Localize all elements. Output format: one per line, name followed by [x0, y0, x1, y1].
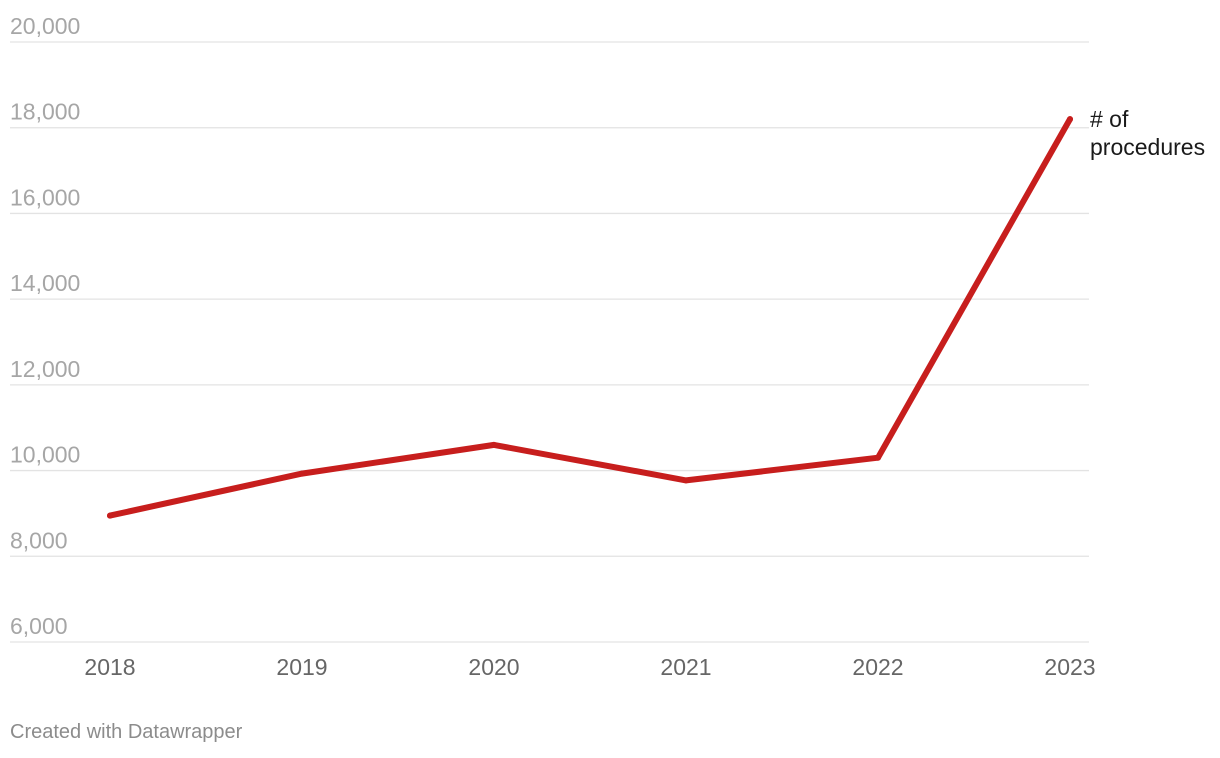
series-label: # of: [1090, 106, 1129, 132]
x-tick-label: 2021: [660, 654, 711, 680]
footer-credit[interactable]: Created with Datawrapper: [10, 721, 243, 743]
y-tick-label: 6,000: [10, 613, 68, 639]
x-axis-tick-labels: 2018 2019 2020 2021 2022 2023: [84, 654, 1095, 680]
x-tick-label: 2022: [852, 654, 903, 680]
data-point: [107, 512, 113, 519]
series-line: [107, 116, 1073, 519]
data-point: [299, 470, 305, 477]
x-tick-label: 2023: [1044, 654, 1095, 680]
y-tick-label: 8,000: [10, 527, 68, 553]
y-tick-label: 14,000: [10, 270, 80, 296]
gridlines: [10, 41, 1089, 643]
y-tick-label: 18,000: [10, 99, 80, 125]
series-layer: [107, 116, 1073, 519]
y-tick-label: 16,000: [10, 184, 80, 210]
data-point: [491, 441, 497, 448]
data-point: [875, 454, 881, 461]
y-tick-label: 10,000: [10, 442, 80, 468]
x-tick-label: 2020: [468, 654, 519, 680]
x-tick-label: 2019: [276, 654, 327, 680]
x-tick-label: 2018: [84, 654, 135, 680]
y-tick-label: 20,000: [10, 13, 80, 39]
data-point: [1067, 116, 1073, 123]
series-label: procedures: [1090, 134, 1205, 160]
y-tick-label: 12,000: [10, 356, 80, 382]
data-point: [683, 477, 689, 484]
y-axis-tick-labels: 6,000 8,000 10,000 12,000 14,000 16,000 18,000…: [10, 13, 80, 639]
